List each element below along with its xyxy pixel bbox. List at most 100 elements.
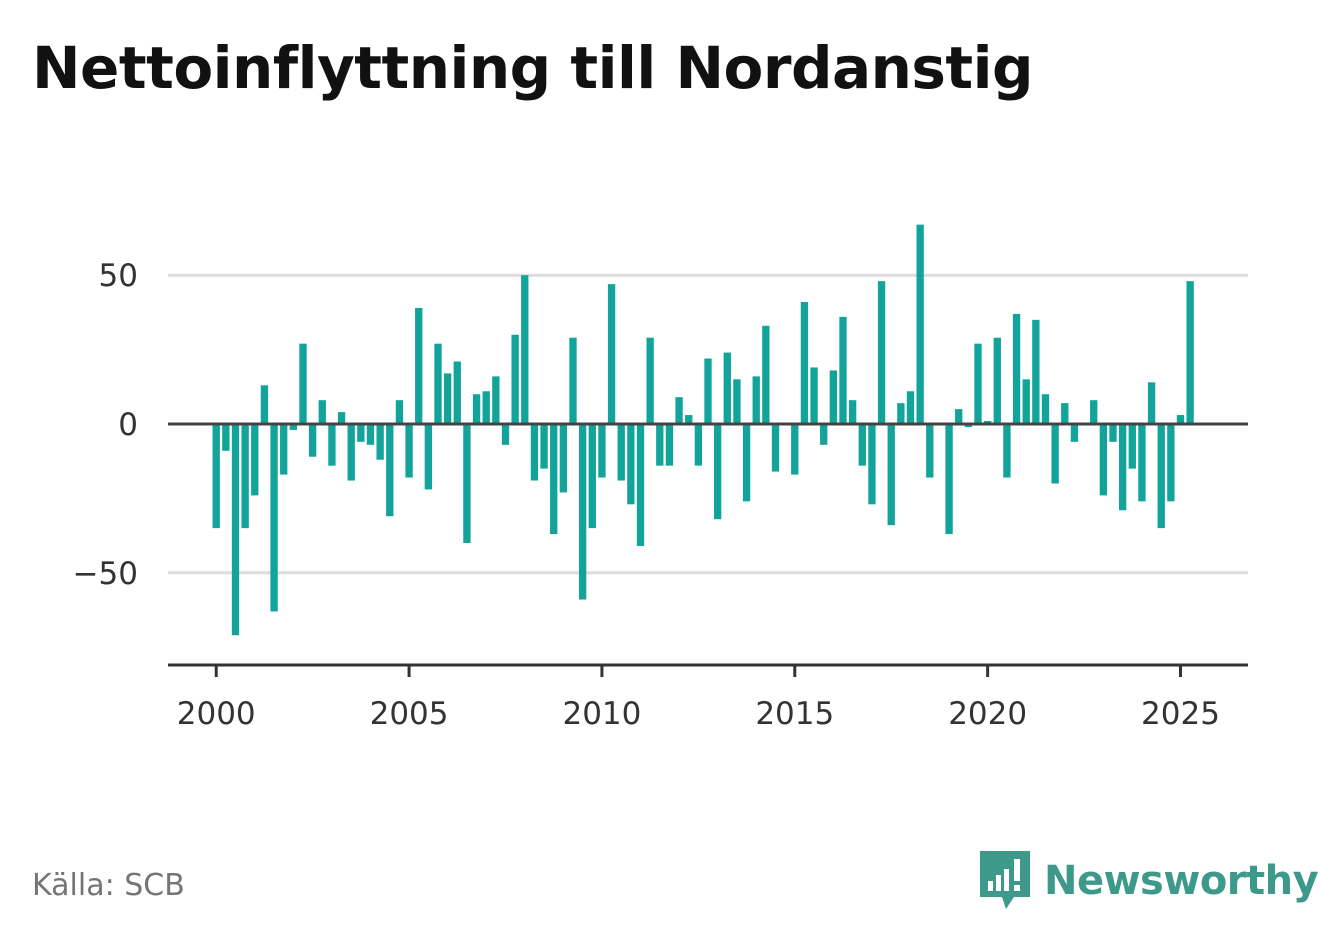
- bar: [1061, 403, 1069, 424]
- bar: [222, 423, 230, 451]
- bar: [405, 423, 413, 478]
- bar: [241, 423, 249, 529]
- bar: [395, 400, 404, 424]
- bar: [1032, 319, 1040, 424]
- bar: [598, 423, 606, 478]
- bar: [675, 397, 683, 424]
- bar: [1118, 423, 1127, 511]
- bar: [646, 337, 654, 424]
- bar: [318, 400, 326, 424]
- bar: [820, 423, 828, 445]
- bar: [1051, 423, 1059, 484]
- bar: [492, 376, 500, 424]
- bar: [521, 275, 529, 424]
- bar: [1003, 423, 1011, 478]
- bar: [386, 423, 394, 517]
- bar: [1176, 415, 1185, 424]
- bar: [733, 379, 741, 424]
- bar: [1138, 423, 1146, 502]
- bar: [1022, 379, 1030, 424]
- bar: [415, 307, 423, 424]
- bar: [1041, 394, 1050, 424]
- bar: [366, 423, 375, 445]
- bar: [897, 403, 905, 424]
- bar: [251, 423, 259, 496]
- bar: [762, 325, 770, 424]
- bar: [617, 423, 625, 481]
- bar: [1109, 423, 1117, 442]
- chart-title: Nettoinflyttning till Nordanstig: [32, 34, 1034, 102]
- x-tick-label: 2005: [370, 696, 449, 732]
- bar: [694, 423, 703, 466]
- bar: [993, 337, 1001, 424]
- bar: [926, 423, 934, 478]
- bar: [771, 423, 780, 472]
- bar: [559, 423, 568, 493]
- bar: [752, 376, 760, 424]
- bar: [685, 415, 693, 424]
- bar: [376, 423, 384, 460]
- bar: [434, 343, 442, 424]
- bar: [260, 385, 269, 424]
- bar: [443, 373, 452, 424]
- x-tick-label: 2010: [562, 696, 641, 732]
- bar: [723, 352, 731, 424]
- bar: [704, 358, 712, 424]
- x-tick-label: 2000: [177, 696, 256, 732]
- bar: [424, 423, 433, 490]
- bar: [945, 423, 953, 535]
- bar: [916, 224, 924, 424]
- source-label: Källa: SCB: [32, 868, 185, 903]
- bar: [347, 423, 355, 481]
- bar: [308, 423, 317, 457]
- bar: [1128, 423, 1136, 469]
- bar: [848, 400, 857, 424]
- bar: [1090, 400, 1098, 424]
- bar: [810, 367, 818, 424]
- bar: [1167, 423, 1175, 502]
- bar: [1186, 281, 1194, 424]
- bar: [472, 394, 481, 424]
- bar: [627, 423, 635, 505]
- bar: [955, 409, 963, 424]
- bar: [463, 423, 471, 544]
- bar: [868, 423, 876, 505]
- y-tick-label: −50: [73, 556, 138, 592]
- bar: [1157, 423, 1165, 529]
- newsworthy-logo-icon: [980, 851, 1030, 909]
- bar: [482, 391, 490, 424]
- bar: [270, 423, 278, 612]
- bar: [713, 423, 722, 520]
- bar: [656, 423, 664, 466]
- bar: [588, 423, 596, 529]
- bar: [1147, 382, 1156, 424]
- bar: [280, 423, 288, 475]
- bar: [212, 423, 220, 529]
- bar: [550, 423, 558, 535]
- bar: [791, 423, 799, 475]
- axes: 50 0 −50 2000 2005 2010 2015 2020 2025: [73, 258, 1248, 732]
- bar: [299, 343, 307, 424]
- bar: [540, 423, 548, 469]
- bar: [800, 301, 809, 424]
- bar: [231, 423, 240, 636]
- bar: [607, 284, 616, 424]
- bar: [453, 361, 461, 424]
- gridlines: [168, 273, 1248, 575]
- x-tick-label: 2015: [755, 696, 834, 732]
- bar: [357, 423, 365, 442]
- bar: [1099, 423, 1108, 496]
- bar: [1012, 313, 1021, 424]
- bar: [511, 334, 519, 424]
- bar: [887, 423, 895, 526]
- brand-logo: Newsworthy: [980, 850, 1319, 912]
- bar: [1070, 423, 1079, 442]
- bar: [578, 423, 587, 600]
- bar: [665, 423, 674, 466]
- bar: [569, 337, 577, 424]
- bar: [974, 343, 982, 424]
- bar: [877, 281, 886, 424]
- bar: [501, 423, 510, 445]
- brand-name: Newsworthy: [1044, 858, 1319, 904]
- bar: [742, 423, 751, 502]
